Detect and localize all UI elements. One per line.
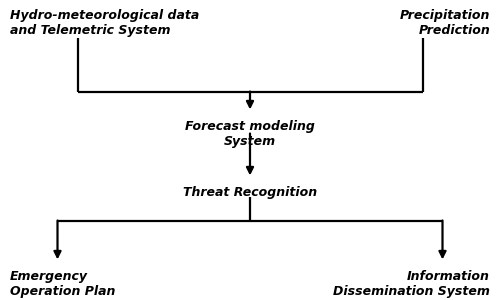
Text: Emergency
Operation Plan: Emergency Operation Plan	[10, 270, 116, 298]
Text: Precipitation
Prediction: Precipitation Prediction	[400, 9, 490, 37]
Text: Forecast modeling
System: Forecast modeling System	[185, 120, 315, 148]
Text: Hydro-meteorological data
and Telemetric System: Hydro-meteorological data and Telemetric…	[10, 9, 199, 37]
Text: Information
Dissemination System: Information Dissemination System	[333, 270, 490, 298]
Text: Threat Recognition: Threat Recognition	[183, 186, 317, 199]
